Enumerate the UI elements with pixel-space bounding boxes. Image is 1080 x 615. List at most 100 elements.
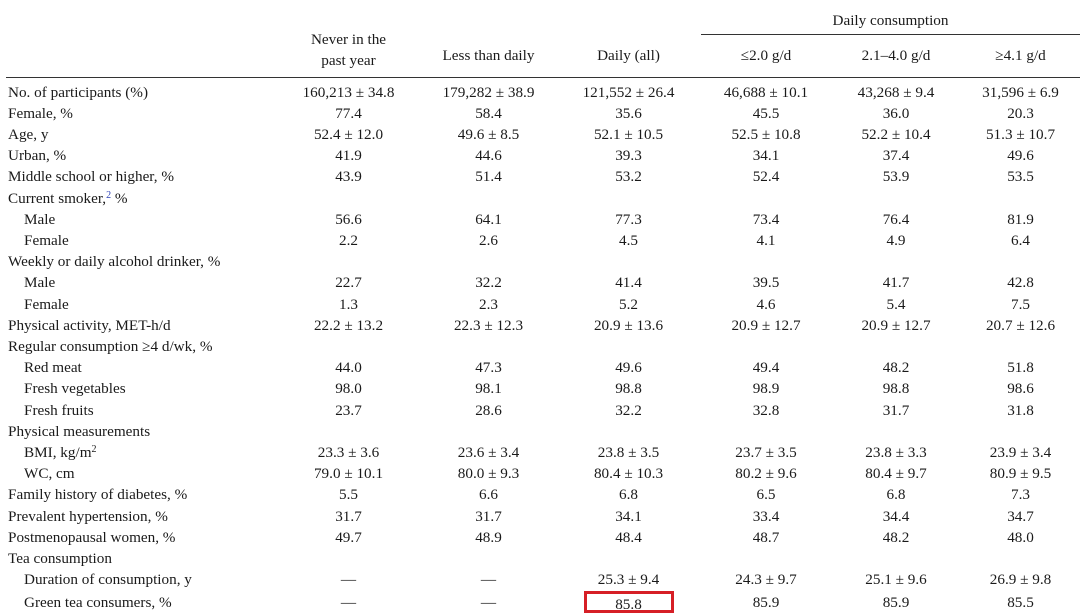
cell-value: 4.1	[756, 231, 776, 249]
table-row: Regular consumption ≥4 d/wk, %	[6, 336, 1080, 357]
cell-value: 32.2	[615, 401, 642, 419]
table-cell: 23.7	[276, 400, 421, 421]
cell-value: 42.8	[1007, 274, 1034, 292]
cell-value: 20.9 ± 12.7	[731, 316, 801, 334]
cell-value: 23.7 ± 3.5	[735, 443, 797, 461]
table-row: Family history of diabetes, % 5.5 6.6 6.8 6.…	[6, 484, 1080, 505]
table-cell: 23.3 ± 3.6	[276, 442, 421, 463]
cell-value: 80.2 ± 9.6	[735, 465, 797, 483]
table-cell: 80.0 ± 9.3	[421, 463, 556, 484]
table-cell: 52.4	[701, 166, 831, 187]
column-header-never: Never in the past year	[276, 31, 421, 78]
cell-value: 4.9	[886, 231, 906, 249]
table-cell: 80.2 ± 9.6	[701, 463, 831, 484]
table-cell	[276, 188, 421, 209]
table-row: Tea consumption	[6, 548, 1080, 569]
cell-value: 20.3	[1007, 104, 1034, 122]
cell-value: 31,596 ± 6.9	[982, 83, 1059, 101]
table-cell: 4.5	[556, 230, 701, 251]
table-row: Postmenopausal women, % 49.7 48.9 48.4 48.7 4…	[6, 527, 1080, 548]
row-label: Red meat	[6, 357, 276, 378]
row-label: Prevalent hypertension, %	[6, 506, 276, 527]
row-label: WC, cm	[6, 463, 276, 484]
cell-value: 41.4	[615, 274, 642, 292]
table-cell	[831, 421, 961, 442]
table-row: Male 56.6 64.1 77.3 73.4 76.4 81.9	[6, 209, 1080, 230]
column-header-le-2g: ≤2.0 g/d	[701, 34, 831, 78]
cell-value: 23.6 ± 3.4	[457, 443, 520, 461]
cell-value: 48.9	[475, 528, 502, 546]
column-header-less-than-daily: Less than daily	[421, 34, 556, 78]
table-cell: 49.7	[276, 527, 421, 548]
cell-value: 28.6	[475, 401, 502, 419]
cell-value: 98.8	[882, 380, 910, 398]
table-cell	[276, 251, 421, 272]
table-cell: 23.6 ± 3.4	[421, 442, 556, 463]
row-label-suffix: %	[111, 189, 128, 207]
table-cell	[421, 336, 556, 357]
table-cell: 23.8 ± 3.3	[831, 442, 961, 463]
cell-value: 7.3	[1011, 486, 1030, 504]
table-cell: 80.4 ± 9.7	[831, 463, 961, 484]
table-row: Age, y 52.4 ± 12.0 49.6 ± 8.5 52.1 ± 10.5 52…	[6, 124, 1080, 145]
table-cell: 28.6	[421, 400, 556, 421]
cell-value: 32.8	[752, 401, 780, 419]
table-cell: 39.3	[556, 145, 701, 166]
cell-value: 41.9	[335, 147, 362, 165]
row-label-text: Male	[24, 274, 56, 292]
table-cell: 37.4	[831, 145, 961, 166]
table-cell: 41.9	[276, 145, 421, 166]
row-label: Middle school or higher, %	[6, 166, 276, 187]
cell-value: 79.0 ± 10.1	[313, 465, 384, 483]
table-row: WC, cm 79.0 ± 10.1 80.0 ± 9.3 80.4 ± 10.3 80…	[6, 463, 1080, 484]
table-cell: 5.2	[556, 294, 701, 315]
cell-value: 49.6	[615, 359, 642, 377]
table-cell: 2.6	[421, 230, 556, 251]
table-cell: 121,552 ± 26.4	[556, 77, 701, 103]
table-cell: 48.4	[556, 527, 701, 548]
row-label-text: WC, cm	[24, 465, 75, 483]
table-cell: 5.4	[831, 294, 961, 315]
table-cell: 31.7	[421, 506, 556, 527]
cell-value: 22.3 ± 12.3	[453, 316, 524, 334]
cell-value: 2.2	[339, 231, 358, 249]
table-row: Weekly or daily alcohol drinker, %	[6, 251, 1080, 272]
table-cell: 7.3	[961, 484, 1080, 505]
table-cell	[831, 336, 961, 357]
table-cell: 22.2 ± 13.2	[276, 315, 421, 336]
column-header-ge-4g: ≥4.1 g/d	[961, 34, 1080, 78]
cell-value: 23.9 ± 3.4	[989, 443, 1052, 461]
cell-value: 80.0 ± 9.3	[457, 465, 520, 483]
cell-value: 51.3 ± 10.7	[985, 125, 1056, 143]
cell-value: 2.6	[479, 231, 498, 249]
row-label-text: Red meat	[24, 359, 82, 377]
cell-value: 51.8	[1007, 359, 1034, 377]
table-cell: 43.9	[276, 166, 421, 187]
cell-value: 80.4 ± 9.7	[865, 465, 927, 483]
cell-value: —	[480, 593, 497, 611]
table-cell: 51.4	[421, 166, 556, 187]
cell-value: 6.8	[886, 486, 906, 504]
cell-value: 22.2 ± 13.2	[313, 316, 384, 334]
column-header-2-4g: 2.1–4.0 g/d	[831, 34, 961, 78]
row-label: Tea consumption	[6, 548, 276, 569]
table-cell: 45.5	[701, 103, 831, 124]
cell-value: 23.8 ± 3.3	[865, 443, 927, 461]
table-cell: 43,268 ± 9.4	[831, 77, 961, 103]
table-row: Current smoker,2 %	[6, 188, 1080, 209]
row-label: Family history of diabetes, %	[6, 484, 276, 505]
cell-value: 1.3	[339, 295, 358, 313]
cell-value: 6.5	[756, 486, 776, 504]
table-cell: 24.3 ± 9.7	[701, 569, 831, 590]
table-cell: 20.9 ± 12.7	[701, 315, 831, 336]
table-cell: 52.2 ± 10.4	[831, 124, 961, 145]
table-cell	[556, 548, 701, 569]
table-cell: 48.2	[831, 527, 961, 548]
row-label-superscript[interactable]: 2	[106, 189, 112, 201]
row-label-text: Age, y	[8, 125, 49, 143]
cell-value: 24.3 ± 9.7	[735, 571, 797, 589]
row-label-text: Physical activity, MET-h/d	[8, 316, 171, 334]
table-cell: 20.7 ± 12.6	[961, 315, 1080, 336]
table-cell: 52.4 ± 12.0	[276, 124, 421, 145]
table-cell	[556, 421, 701, 442]
